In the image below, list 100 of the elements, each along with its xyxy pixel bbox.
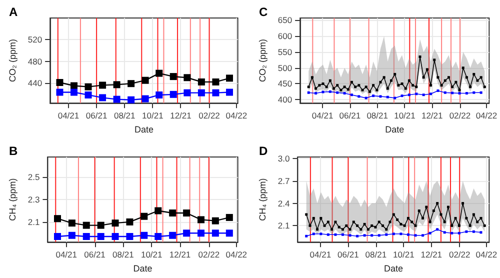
x-tick-label: 02/22 — [448, 250, 471, 260]
point — [370, 234, 374, 237]
point — [422, 76, 425, 79]
point — [320, 232, 322, 236]
point — [336, 84, 339, 87]
point — [408, 79, 410, 82]
point — [379, 95, 382, 98]
point — [364, 86, 368, 88]
point — [183, 209, 190, 216]
point — [197, 216, 204, 224]
point — [370, 224, 374, 227]
x-tick-label: 08/21 — [114, 110, 136, 121]
point — [330, 228, 334, 231]
x-tick-label: 12/21 — [420, 250, 442, 260]
point — [70, 88, 78, 96]
point — [451, 92, 454, 94]
point — [406, 216, 410, 220]
point — [396, 218, 399, 221]
x-tick-label: 04/21 — [56, 250, 78, 260]
y-axis-title: CH₄ (ppm) — [258, 178, 268, 221]
point — [468, 224, 472, 227]
point — [465, 76, 468, 79]
point — [170, 90, 177, 98]
point — [414, 224, 417, 227]
point — [480, 216, 482, 220]
line-series — [307, 89, 482, 100]
y-axis-title: CH₄ (ppm) — [8, 178, 18, 221]
point — [212, 78, 220, 86]
point — [314, 92, 318, 95]
point — [198, 78, 205, 86]
point — [212, 217, 219, 224]
y-tick-label: 480 — [28, 56, 42, 66]
point — [184, 89, 191, 96]
point — [308, 224, 312, 227]
point — [154, 207, 162, 214]
point — [358, 84, 360, 87]
y-tick-label: 2.3 — [28, 194, 40, 205]
point — [404, 87, 407, 90]
point — [385, 228, 388, 231]
y-tick-label: 650 — [278, 15, 292, 26]
point — [430, 92, 432, 96]
point — [436, 76, 440, 79]
point — [54, 215, 61, 222]
point — [458, 88, 461, 92]
point — [334, 233, 337, 236]
point — [472, 72, 476, 76]
point — [82, 233, 90, 240]
point — [418, 209, 420, 212]
point — [483, 224, 486, 227]
x-tick-label: 08/21 — [366, 110, 388, 121]
x-tick-label: 04/22 — [226, 250, 248, 260]
point — [336, 91, 339, 94]
point — [68, 220, 76, 227]
chart-title: C — [259, 5, 268, 19]
point — [97, 233, 104, 240]
point — [368, 90, 371, 93]
point — [314, 87, 318, 90]
point — [156, 91, 163, 98]
point — [446, 206, 450, 208]
x-tick-label: 10/21 — [142, 110, 164, 121]
point — [363, 234, 366, 237]
point — [112, 233, 119, 240]
point — [305, 213, 308, 216]
point — [400, 94, 404, 98]
point — [428, 220, 432, 224]
x-axis-title: Date — [133, 264, 152, 274]
point — [328, 90, 332, 93]
point — [388, 220, 392, 224]
point — [422, 94, 425, 96]
x-tick-label: 06/21 — [338, 250, 360, 260]
point — [328, 79, 332, 82]
point — [450, 224, 454, 227]
y-tick-label: 520 — [28, 34, 42, 45]
point — [325, 86, 328, 88]
point — [415, 86, 418, 88]
point — [430, 84, 432, 87]
point — [415, 92, 418, 96]
x-tick-label: 06/21 — [84, 250, 106, 260]
point — [320, 216, 322, 220]
point — [226, 88, 234, 96]
point — [348, 228, 352, 231]
x-tick-label: 04/22 — [476, 110, 498, 121]
point — [462, 202, 464, 205]
y-tick-label: 3.0 — [278, 153, 290, 164]
y-tick-label: 2.4 — [278, 198, 290, 208]
point — [394, 72, 396, 76]
point — [364, 96, 368, 100]
x-tick-label: 08/21 — [112, 250, 134, 260]
point — [350, 80, 353, 84]
point — [56, 79, 64, 86]
point — [352, 220, 355, 224]
x-tick-label: 02/22 — [449, 110, 471, 121]
point — [348, 234, 352, 237]
point — [84, 91, 92, 98]
point — [451, 86, 454, 88]
point — [480, 231, 482, 234]
y-axis-title: CO₂ (ppm) — [8, 39, 18, 82]
point — [361, 88, 364, 92]
chart-title: D — [259, 144, 268, 158]
point — [410, 220, 414, 224]
